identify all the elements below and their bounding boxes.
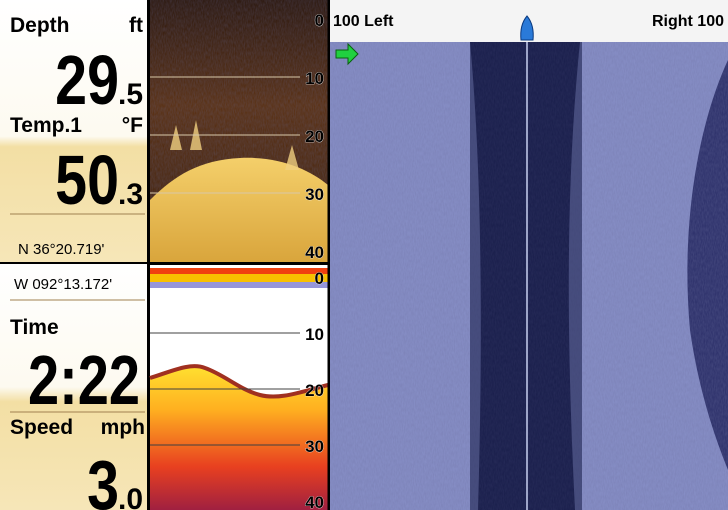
time-label: Time bbox=[10, 316, 59, 339]
bottom-return bbox=[150, 366, 328, 510]
time-value: 2:22 bbox=[28, 342, 140, 419]
depth-scale-label: 20 bbox=[305, 127, 324, 146]
speed-label: Speed bbox=[10, 416, 73, 439]
right-range: Right 100 bbox=[652, 13, 724, 30]
bottom-structure bbox=[150, 157, 328, 262]
speed-fraction: .0 bbox=[118, 483, 143, 510]
depth-scale-label: 30 bbox=[305, 437, 324, 456]
cursor-arrow bbox=[335, 42, 359, 66]
left-range: 100 Left bbox=[333, 13, 394, 30]
depth-scale-label: 30 bbox=[305, 185, 324, 204]
surface-clutter bbox=[150, 282, 328, 288]
side-imaging-view: 100 Left Right 100 bbox=[330, 0, 728, 510]
surface-clutter bbox=[150, 274, 328, 282]
speed-unit: mph bbox=[101, 416, 145, 439]
depth-scale-label: 0 bbox=[315, 269, 324, 288]
readout-panel-top bbox=[0, 0, 148, 262]
temp-unit: °F bbox=[122, 114, 143, 137]
surface-clutter bbox=[150, 268, 328, 274]
trees bbox=[170, 120, 299, 170]
depth-scale-label: 10 bbox=[305, 325, 324, 344]
water-column bbox=[470, 42, 582, 510]
speed-value: 3 bbox=[87, 446, 119, 510]
depth-scale-label: 20 bbox=[305, 381, 324, 400]
depth-scale-label: 10 bbox=[305, 69, 324, 88]
down-imaging-view bbox=[150, 0, 328, 262]
depth-scale-label: 40 bbox=[305, 493, 324, 510]
longitude: W 092°13.172' bbox=[14, 276, 112, 293]
depth-scale-label: 40 bbox=[305, 243, 324, 262]
view-divider bbox=[150, 262, 328, 265]
latitude: N 36°20.719' bbox=[18, 241, 105, 258]
depth-scale-label: 0 bbox=[315, 11, 324, 30]
bottom-line bbox=[149, 364, 329, 399]
depth-value: 29 bbox=[55, 41, 119, 120]
boat-icon bbox=[520, 15, 534, 41]
depth-scales: 0 10 20 30 40 0 10 20 30 40 bbox=[150, 11, 324, 510]
temp-fraction: .3 bbox=[118, 178, 143, 211]
temp-label: Temp.1 bbox=[10, 114, 82, 137]
depth-fraction: .5 bbox=[118, 78, 143, 111]
depth-label: Depth bbox=[10, 14, 70, 37]
depth-unit: ft bbox=[129, 14, 143, 37]
sonar-2d-view bbox=[149, 265, 329, 510]
readout-panel-bottom bbox=[0, 264, 148, 510]
temp-value: 50 bbox=[55, 141, 119, 220]
